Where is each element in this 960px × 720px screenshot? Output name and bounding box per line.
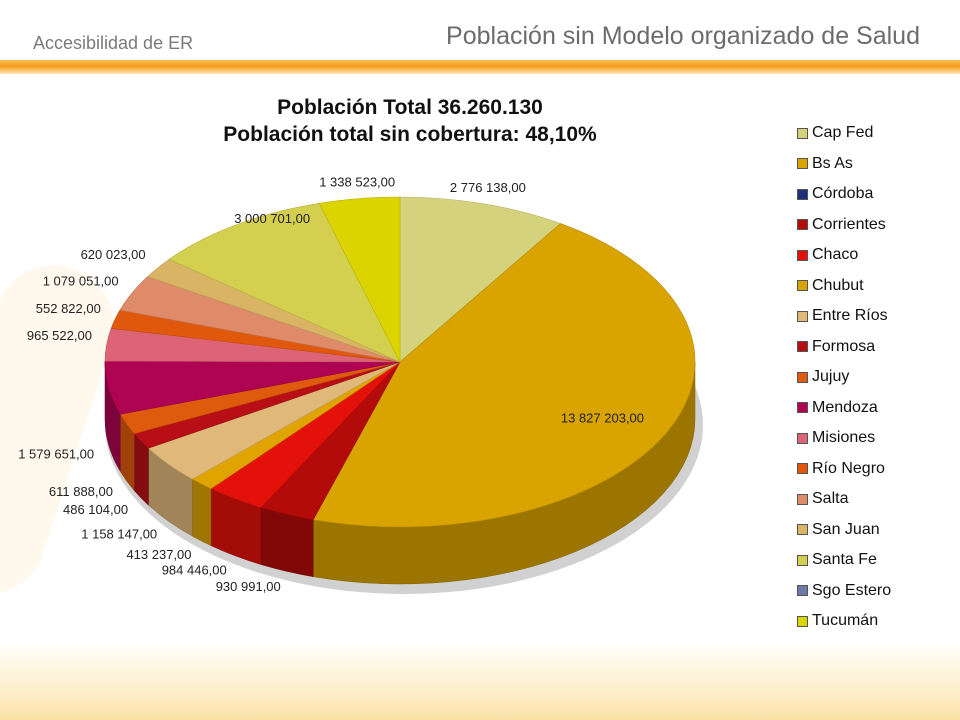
legend-swatch [797,127,808,139]
legend-item: Salta [797,484,957,515]
legend-swatch [797,158,808,170]
chart-title-line-2: Población total sin cobertura: 48,10% [223,123,597,146]
legend-item: Sgo Estero [797,576,957,607]
pie-side-4 [192,478,212,547]
pie-label-12: 620 023,00 [81,247,146,262]
legend-item: Cap Fed [797,118,957,149]
bottom-gradient [0,640,960,720]
chart-legend: Cap Fed Bs As Córdoba Corrientes Chaco Chubut… [797,118,957,637]
legend-item: San Juan [797,515,957,546]
pie-label-5: 1 158 147,00 [81,527,157,542]
legend-swatch [797,219,808,231]
legend-swatch [797,341,808,353]
pie-slice-13 [168,202,401,363]
legend-label: San Juan [812,520,880,538]
legend-label: Chaco [812,246,859,264]
legend-swatch [797,371,808,383]
header-band [0,60,960,74]
legend-swatch [797,493,808,505]
legend-label: Mendoza [812,398,878,416]
chart-title: Población Total 36.260.130 Población tot… [200,94,620,148]
pie-label-9: 965 522,00 [27,328,92,343]
legend-label: Entre Ríos [812,307,888,325]
chart-title-line-1: Población Total 36.260.130 [277,96,543,119]
legend-item: Entre Ríos [797,301,957,332]
legend-label: Corrientes [812,215,886,233]
pie-label-1: 13 827 203,00 [561,410,644,425]
legend-label: Santa Fe [812,551,877,569]
pie-slice-0 [399,196,562,363]
pie-label-0: 2 776 138,00 [450,180,526,195]
legend-swatch [797,585,808,597]
pie-label-14: 1 338 523,00 [319,174,395,189]
legend-label: Misiones [812,429,876,447]
legend-label: Jujuy [812,368,850,386]
legend-item: Chubut [797,271,957,302]
legend-swatch [797,463,808,475]
legend-swatch [797,188,808,200]
legend-item: Córdoba [797,179,957,210]
legend-item: Jujuy [797,362,957,393]
section-title: Accesibilidad de ER [33,33,194,53]
legend-label: Cap Fed [812,124,874,142]
legend-item: Río Negro [797,454,957,485]
legend-label: Bs As [812,154,853,172]
legend-label: Salta [812,490,849,508]
pie-label-7: 611 888,00 [49,484,113,499]
pie-slice-14 [318,196,401,363]
legend-item: Chaco [797,240,957,271]
legend-item: Tucumán [797,606,957,637]
legend-swatch [797,615,808,627]
legend-label: Formosa [812,337,876,355]
pie-label-11: 1 079 051,00 [43,274,119,289]
legend-item: Misiones [797,423,957,454]
pie-label-4: 413 237,00 [126,547,191,562]
legend-label: Chubut [812,276,864,294]
legend-item: Santa Fe [797,545,957,576]
pie-label-10: 552 822,00 [36,301,101,316]
legend-swatch [797,280,808,292]
legend-item: Mendoza [797,393,957,424]
legend-swatch [797,432,808,444]
pie-label-8: 1 579 651,00 [18,446,94,461]
legend-label: Sgo Estero [812,581,892,599]
legend-swatch [797,524,808,536]
pie-label-13: 3 000 701,00 [234,211,310,226]
legend-item: Corrientes [797,210,957,241]
pie-label-2: 930 991,00 [216,579,281,594]
legend-label: Córdoba [812,185,874,203]
legend-swatch [797,554,808,566]
pie-label-6: 486 104,00 [63,502,128,517]
legend-label: Río Negro [812,459,885,477]
pie-slice-1 [312,223,696,528]
slide-title: Población sin Modelo organizado de Salud [446,22,920,50]
legend-item: Bs As [797,149,957,180]
legend-swatch [797,402,808,414]
legend-label: Tucumán [812,612,879,630]
legend-item: Formosa [797,332,957,363]
pie-label-3: 984 446,00 [162,563,227,578]
legend-swatch [797,249,808,261]
legend-swatch [797,310,808,322]
